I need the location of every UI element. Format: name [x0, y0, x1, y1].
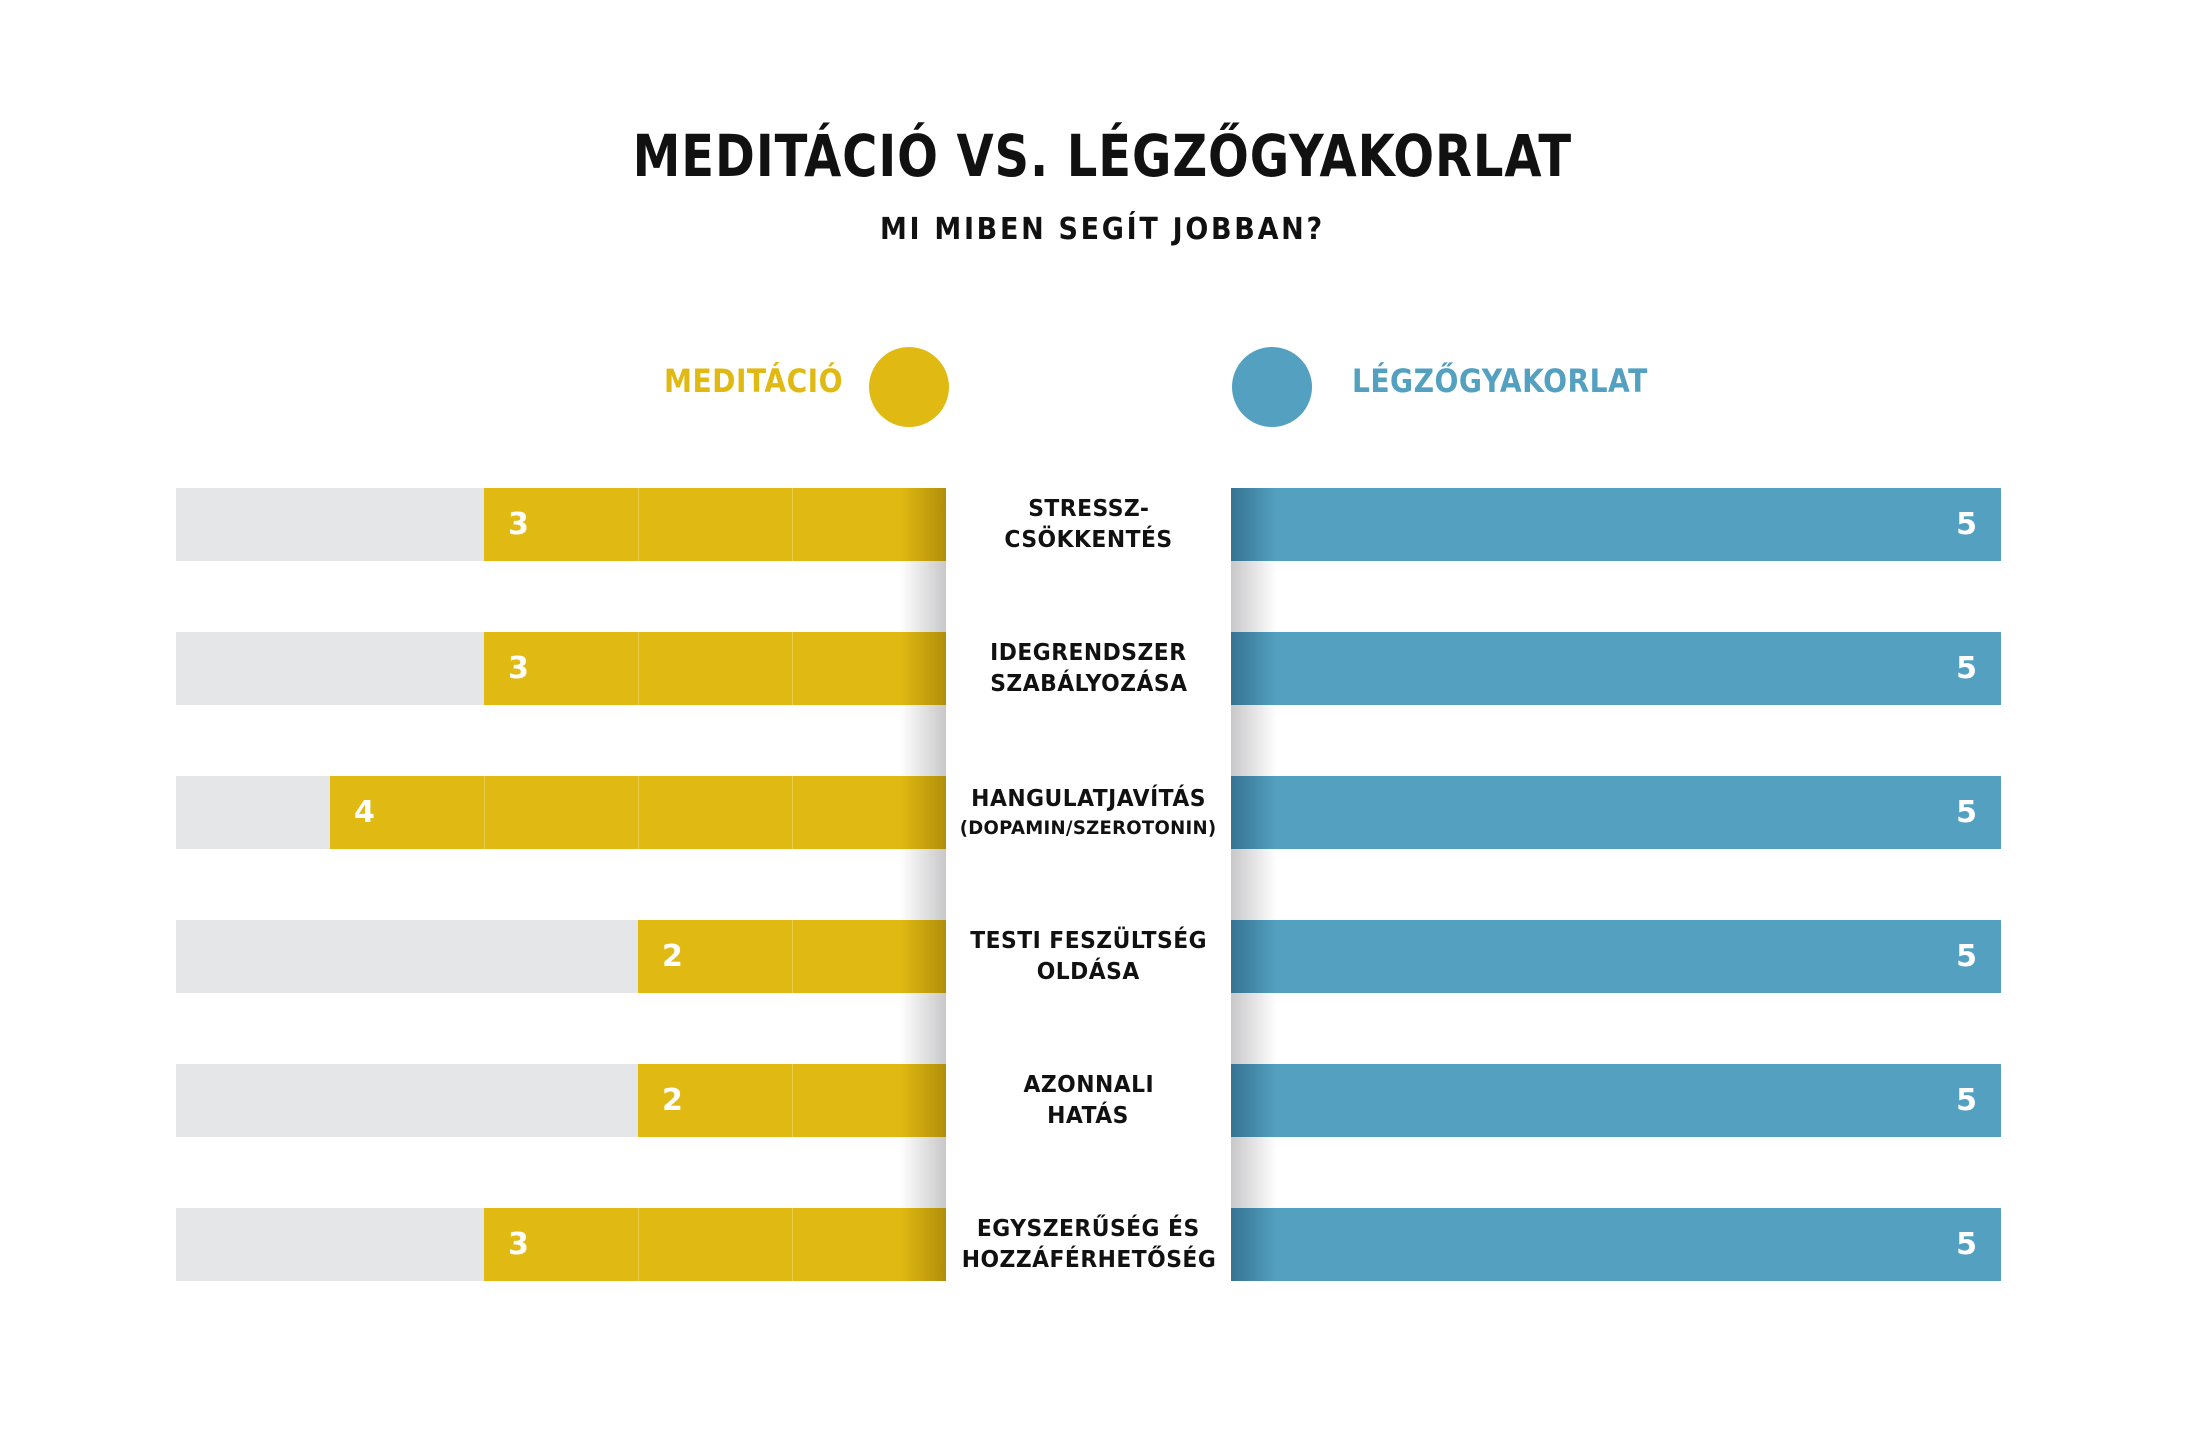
- chart-row: 3 EGYSZERŰSÉG ÉS HOZZÁFÉRHETŐSÉG 5: [0, 1208, 2204, 1281]
- meditation-value-label: 3: [508, 1227, 529, 1262]
- meditation-bar: [638, 1064, 946, 1137]
- legend-dot-meditation: [869, 347, 949, 427]
- left-column-shadow: [900, 488, 946, 1281]
- right-column-shadow: [1231, 488, 1277, 1281]
- meditation-value-label: 3: [508, 651, 529, 686]
- category-label: TESTI FESZÜLTSÉG OLDÁSA: [946, 920, 1231, 993]
- category-label-line2: SZABÁLYOZÁSA: [989, 670, 1188, 697]
- legend-label-meditation: MEDITÁCIÓ: [664, 362, 843, 400]
- chart-title: MEDITÁCIÓ VS. LÉGZŐGYAKORLAT: [632, 122, 1573, 190]
- breathing-value-label: 5: [1956, 1227, 1977, 1262]
- category-label: IDEGRENDSZER SZABÁLYOZÁSA: [946, 632, 1231, 705]
- breathing-value-label: 5: [1956, 795, 1977, 830]
- bar-segment-line: [792, 1064, 793, 1137]
- bar-segment-line: [792, 920, 793, 993]
- breathing-bar: [1231, 1064, 2001, 1137]
- category-label: AZONNALI HATÁS: [946, 1064, 1231, 1137]
- bar-segment-line: [792, 632, 793, 705]
- category-label-line1: IDEGRENDSZER: [990, 639, 1187, 666]
- bar-segment-line: [638, 776, 639, 849]
- breathing-value-label: 5: [1956, 1083, 1977, 1118]
- meditation-bar: [330, 776, 946, 849]
- chart-row: 2 AZONNALI HATÁS 5: [0, 1064, 2204, 1137]
- category-label-line1: EGYSZERŰSÉG ÉS: [977, 1215, 1200, 1242]
- category-label-line1: AZONNALI: [1023, 1071, 1154, 1098]
- chart-row: 4 HANGULATJAVÍTÁS (DOPAMIN/SZEROTONIN) 5: [0, 776, 2204, 849]
- breathing-bar: [1231, 776, 2001, 849]
- category-label: HANGULATJAVÍTÁS (DOPAMIN/SZEROTONIN): [946, 776, 1231, 849]
- meditation-bar: [638, 920, 946, 993]
- meditation-bar: [484, 1208, 946, 1281]
- breathing-value-label: 5: [1956, 939, 1977, 974]
- breathing-bar: [1231, 488, 2001, 561]
- bar-segment-line: [638, 488, 639, 561]
- bar-segment-line: [792, 776, 793, 849]
- bar-segment-line: [484, 776, 485, 849]
- category-label-line2: (DOPAMIN/SZEROTONIN): [960, 817, 1217, 839]
- meditation-value-label: 2: [662, 939, 683, 974]
- meditation-value-label: 2: [662, 1083, 683, 1118]
- meditation-value-label: 3: [508, 507, 529, 542]
- category-label-line2: OLDÁSA: [1036, 958, 1141, 985]
- chart-row: 3 STRESSZ- CSÖKKENTÉS 5: [0, 488, 2204, 561]
- category-label: STRESSZ- CSÖKKENTÉS: [946, 488, 1231, 561]
- breathing-bar: [1231, 632, 2001, 705]
- category-label-line2: CSÖKKENTÉS: [1004, 526, 1173, 553]
- category-label: EGYSZERŰSÉG ÉS HOZZÁFÉRHETŐSÉG: [946, 1208, 1231, 1281]
- bar-segment-line: [638, 632, 639, 705]
- breathing-bar: [1231, 920, 2001, 993]
- category-label-line1: TESTI FESZÜLTSÉG: [970, 927, 1207, 954]
- meditation-bar: [484, 632, 946, 705]
- chart-row: 2 TESTI FESZÜLTSÉG OLDÁSA 5: [0, 920, 2204, 993]
- bar-segment-line: [792, 1208, 793, 1281]
- category-label-line1: STRESSZ-: [1027, 495, 1150, 522]
- legend-label-breathing: LÉGZŐGYAKORLAT: [1352, 362, 1648, 400]
- bar-segment-line: [792, 488, 793, 561]
- category-label-line2: HATÁS: [1047, 1102, 1130, 1129]
- chart-subtitle: MI MIBEN SEGÍT JOBBAN?: [879, 212, 1325, 247]
- category-label-line1: HANGULATJAVÍTÁS: [971, 786, 1206, 812]
- meditation-value-label: 4: [354, 795, 375, 830]
- breathing-bar: [1231, 1208, 2001, 1281]
- breathing-value-label: 5: [1956, 651, 1977, 686]
- meditation-bar: [484, 488, 946, 561]
- legend-dot-breathing: [1232, 347, 1312, 427]
- breathing-value-label: 5: [1956, 507, 1977, 542]
- bar-segment-line: [638, 1208, 639, 1281]
- category-label-line2: HOZZÁFÉRHETŐSÉG: [961, 1246, 1216, 1273]
- chart-row: 3 IDEGRENDSZER SZABÁLYOZÁSA 5: [0, 632, 2204, 705]
